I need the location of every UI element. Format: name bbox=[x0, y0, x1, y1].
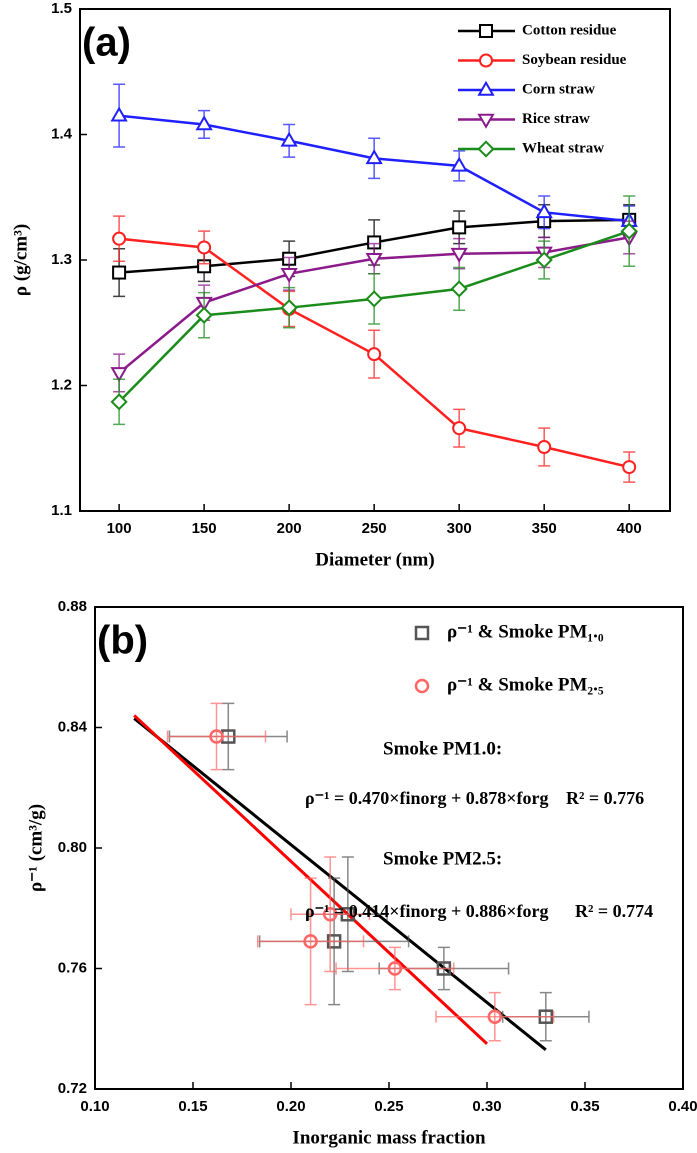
marker bbox=[110, 393, 128, 411]
x-tick-label: 0.25 bbox=[374, 1098, 403, 1115]
marker bbox=[452, 220, 467, 235]
marker bbox=[195, 306, 213, 324]
marker bbox=[110, 106, 128, 122]
legend-label: Rice straw bbox=[522, 111, 590, 127]
marker bbox=[280, 268, 298, 284]
y-error-bar bbox=[388, 946, 401, 991]
marker bbox=[414, 678, 430, 694]
y-error-bar bbox=[324, 856, 337, 973]
legend-label: Soybean residue bbox=[522, 52, 627, 68]
marker bbox=[477, 80, 495, 96]
marker bbox=[112, 231, 127, 246]
x-tick-label: 200 bbox=[277, 520, 302, 537]
marker bbox=[197, 240, 212, 255]
y-tick-label: 0.76 bbox=[58, 959, 87, 976]
x-tick-label: 350 bbox=[532, 520, 557, 537]
x-tick-label: 0.20 bbox=[276, 1098, 305, 1115]
x-tick-label: 400 bbox=[617, 520, 642, 537]
x-tick-label: 300 bbox=[447, 520, 472, 537]
x-tick-label: 0.15 bbox=[178, 1098, 207, 1115]
x-tick-label: 0.35 bbox=[570, 1098, 599, 1115]
legend-label: Cotton residue bbox=[522, 22, 617, 38]
marker bbox=[209, 729, 224, 744]
marker bbox=[535, 203, 553, 219]
marker bbox=[280, 299, 298, 317]
marker bbox=[112, 265, 127, 280]
y-error-bar bbox=[304, 877, 317, 1006]
panel-label: (a) bbox=[82, 21, 131, 65]
annotation: ρ⁻¹ = 0.414×finorg + 0.886×forg bbox=[305, 901, 549, 921]
annotation: Smoke PM1.0: bbox=[383, 738, 502, 759]
marker bbox=[450, 156, 468, 172]
y-tick-label: 0.88 bbox=[58, 598, 87, 615]
annotation: R² = 0.776 bbox=[566, 788, 644, 808]
y-error-bar bbox=[488, 991, 501, 1042]
y-tick-label: 0.84 bbox=[58, 718, 88, 735]
marker bbox=[365, 290, 383, 308]
y-tick-label: 1.3 bbox=[51, 251, 72, 268]
marker bbox=[479, 53, 493, 68]
y-tick-label: 1.2 bbox=[51, 376, 72, 393]
y-tick-label: 1.4 bbox=[51, 125, 73, 142]
x-tick-label: 0.10 bbox=[80, 1098, 109, 1115]
marker bbox=[387, 961, 403, 976]
marker bbox=[620, 222, 638, 240]
y-tick-label: 1.1 bbox=[51, 502, 72, 519]
x-axis-label: Inorganic mass fraction bbox=[292, 1127, 486, 1148]
panel-label: (b) bbox=[97, 619, 148, 663]
legend-label: Wheat straw bbox=[522, 140, 604, 156]
marker bbox=[479, 24, 493, 38]
y-axis-label: ρ⁻¹ (cm³/g) bbox=[25, 804, 46, 892]
marker bbox=[303, 934, 318, 949]
fit-line bbox=[133, 717, 547, 1052]
y-tick-label: 0.80 bbox=[58, 839, 87, 856]
legend-label: Corn straw bbox=[522, 81, 595, 97]
marker bbox=[622, 460, 637, 475]
marker bbox=[110, 367, 128, 383]
marker bbox=[365, 149, 383, 165]
marker bbox=[537, 439, 552, 454]
annotation: ρ⁻¹ = 0.470×finorg + 0.878×forg bbox=[305, 788, 549, 808]
marker bbox=[322, 907, 338, 922]
legend-label: ρ⁻¹ & Smoke PM₁.₀ bbox=[447, 621, 604, 642]
marker bbox=[414, 625, 430, 641]
marker bbox=[487, 1009, 503, 1024]
marker bbox=[477, 140, 495, 158]
marker bbox=[365, 252, 383, 268]
marker bbox=[450, 280, 468, 298]
y-tick-label: 0.72 bbox=[58, 1080, 87, 1097]
y-tick-label: 1.5 bbox=[51, 0, 72, 17]
x-tick-label: 0.40 bbox=[668, 1098, 697, 1115]
legend-label: ρ⁻¹ & Smoke PM₂.₅ bbox=[447, 674, 604, 695]
x-tick-label: 0.30 bbox=[472, 1098, 501, 1115]
marker bbox=[280, 131, 298, 147]
x-axis-label: Diameter (nm) bbox=[315, 549, 434, 570]
x-tick-label: 100 bbox=[107, 520, 132, 537]
y-error-bar bbox=[210, 702, 223, 771]
marker bbox=[195, 115, 213, 131]
annotation: Smoke PM2.5: bbox=[383, 848, 502, 869]
annotation: R² = 0.774 bbox=[575, 901, 653, 921]
marker bbox=[535, 251, 553, 269]
y-axis-label: ρ (g/cm³) bbox=[10, 224, 31, 296]
x-tick-label: 250 bbox=[362, 520, 387, 537]
marker bbox=[477, 113, 495, 129]
x-tick-label: 150 bbox=[192, 520, 217, 537]
marker bbox=[452, 421, 467, 436]
marker bbox=[450, 247, 468, 263]
marker bbox=[367, 347, 382, 362]
